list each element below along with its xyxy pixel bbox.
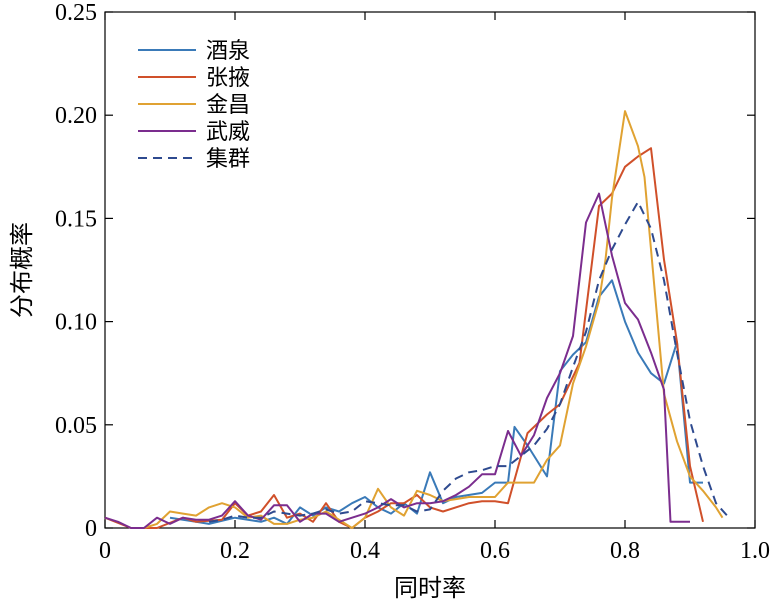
legend-label: 集群 [206, 147, 250, 172]
x-tick-label: 1.0 [740, 538, 770, 564]
series-line-4 [105, 194, 690, 528]
y-tick-label: 0.25 [55, 0, 97, 26]
line-chart: 0 0.2 0.4 0.6 0.8 1.0 0 0.05 0.10 0.15 0.20 0.25 酒泉… [0, 0, 779, 606]
x-tick-label: 0.4 [350, 538, 380, 564]
x-tick-label: 0.8 [610, 538, 640, 564]
legend-label: 酒泉 [206, 39, 250, 64]
legend-label: 张掖 [206, 66, 250, 91]
series-line-1 [170, 280, 703, 524]
series-line-3 [144, 111, 723, 528]
x-tick-label: 0.2 [220, 538, 250, 564]
y-axis-label: 分布概率 [8, 222, 36, 318]
y-tick-label: 0.20 [55, 103, 97, 129]
plot-frame [105, 12, 755, 528]
legend-label: 武威 [206, 120, 250, 145]
series-layer [105, 111, 729, 528]
x-axis-label: 同时率 [394, 574, 466, 602]
y-tick-label: 0.15 [55, 206, 97, 232]
x-tick-label: 0 [99, 538, 111, 564]
legend-label: 金昌 [206, 93, 250, 118]
y-tick-label: 0 [85, 516, 97, 542]
axis-ticks: 0 0.2 0.4 0.6 0.8 1.0 0 0.05 0.10 0.15 0.20 0.25 [55, 0, 770, 564]
x-tick-label: 0.6 [480, 538, 510, 564]
y-tick-label: 0.05 [55, 413, 97, 439]
series-line-2 [105, 148, 703, 528]
y-tick-label: 0.10 [55, 310, 97, 336]
